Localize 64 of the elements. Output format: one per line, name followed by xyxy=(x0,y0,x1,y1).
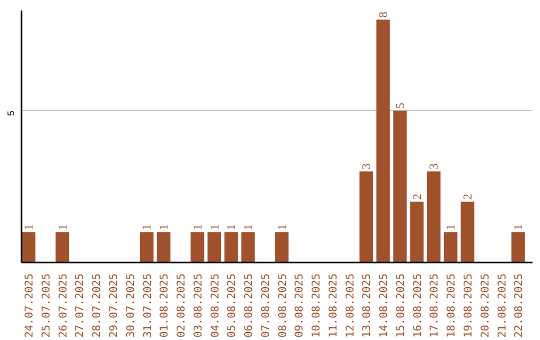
x-tick-label: 09.08.2025 xyxy=(292,274,306,338)
x-tick-label: 03.08.2025 xyxy=(191,274,204,338)
x-tick-label: 13.08.2025 xyxy=(360,274,374,338)
data-label: 1 xyxy=(274,224,289,230)
data-label: 5 xyxy=(392,102,407,109)
data-label: 1 xyxy=(156,224,171,230)
x-tick-label: 26.07.2025 xyxy=(56,274,70,338)
x-tick-label: 08.08.2025 xyxy=(276,274,289,338)
x-tick-label: 06.08.2025 xyxy=(242,274,256,338)
data-label: 1 xyxy=(55,224,70,230)
x-tick-label: 14.08.2025 xyxy=(377,274,390,338)
x-tick-label: 15.08.2025 xyxy=(394,274,407,338)
x-tick-label: 31.07.2025 xyxy=(140,274,154,338)
data-label: 1 xyxy=(207,224,222,230)
data-label: 1 xyxy=(241,224,256,230)
bar xyxy=(156,232,170,262)
x-tick-label: 25.07.2025 xyxy=(39,274,52,338)
x-tick-label: 20.08.2025 xyxy=(478,274,492,338)
x-tick-label: 17.08.2025 xyxy=(428,274,441,338)
bar xyxy=(376,20,390,262)
data-label: 1 xyxy=(511,224,526,230)
data-label: 1 xyxy=(444,224,458,230)
x-tick-label: 04.08.2025 xyxy=(208,274,222,338)
bar xyxy=(359,171,373,262)
bar xyxy=(56,232,70,262)
x-tick-label: 30.07.2025 xyxy=(124,274,137,338)
bar xyxy=(460,202,474,262)
x-tick-label: 07.08.2025 xyxy=(258,274,272,338)
data-label: 8 xyxy=(376,12,390,18)
data-label: 3 xyxy=(359,163,374,170)
x-tick-label: 05.08.2025 xyxy=(225,274,238,338)
data-label: 1 xyxy=(224,224,238,230)
bar xyxy=(208,232,222,262)
bar xyxy=(393,110,407,262)
x-tick-label: 22.08.2025 xyxy=(512,274,526,338)
data-label: 2 xyxy=(460,194,475,200)
bar xyxy=(224,232,238,262)
x-tick-label: 21.08.2025 xyxy=(495,274,508,338)
data-label: 1 xyxy=(140,224,154,230)
x-tick-label: 29.07.2025 xyxy=(106,274,120,338)
bar xyxy=(241,232,255,262)
x-tick-label: 18.08.2025 xyxy=(444,274,458,338)
x-tick-label: 01.08.2025 xyxy=(158,274,171,338)
x-tick-label: 11.08.2025 xyxy=(326,274,340,338)
bar xyxy=(140,232,154,262)
data-label: 2 xyxy=(410,194,424,200)
x-tick-label: 10.08.2025 xyxy=(310,274,323,338)
bar xyxy=(511,232,525,262)
bar xyxy=(410,202,424,262)
bar xyxy=(426,171,440,262)
x-tick-label: 02.08.2025 xyxy=(174,274,188,338)
x-tick-label: 28.07.2025 xyxy=(90,274,104,338)
bar xyxy=(22,232,36,262)
data-label: 1 xyxy=(190,224,204,230)
bar xyxy=(190,232,204,262)
x-tick-label: 19.08.2025 xyxy=(462,274,475,338)
x-tick-label: 27.07.2025 xyxy=(73,274,86,338)
bar xyxy=(275,232,289,262)
bar xyxy=(444,232,458,262)
x-tick-label: 24.07.2025 xyxy=(22,274,36,338)
data-label: 3 xyxy=(426,163,441,170)
x-tick-label: 12.08.2025 xyxy=(343,274,356,338)
data-label: 1 xyxy=(22,224,36,230)
x-tick-label: 16.08.2025 xyxy=(410,274,424,338)
